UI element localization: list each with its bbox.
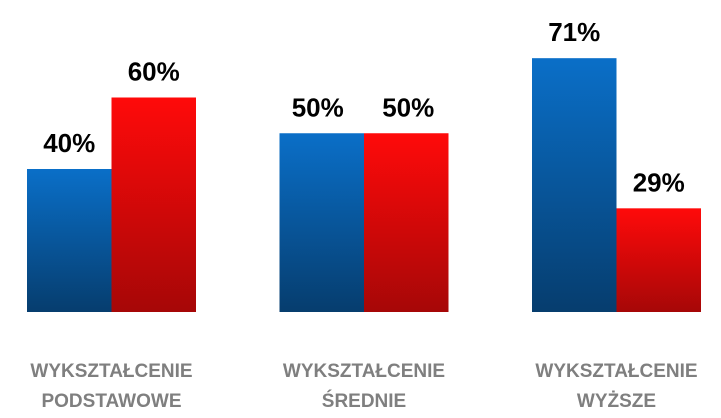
x-tick-label: WYKSZTAŁCENIE ŚREDNIE [282, 361, 446, 412]
value-label: 71% [548, 17, 600, 47]
bar [27, 169, 112, 312]
bar [111, 97, 196, 312]
value-label: 29% [633, 167, 685, 197]
value-label: 40% [43, 128, 95, 158]
value-label: 50% [382, 92, 434, 122]
bar [364, 133, 449, 312]
x-tick-label: WYKSZTAŁCENIE PODSTAWOWE [30, 361, 193, 412]
value-label: 60% [128, 57, 180, 87]
bar [279, 133, 364, 312]
x-tick-label: WYKSZTAŁCENIE WYŻSZE [535, 361, 698, 412]
value-label: 50% [292, 92, 344, 122]
bar [532, 58, 617, 312]
bar [616, 208, 701, 312]
